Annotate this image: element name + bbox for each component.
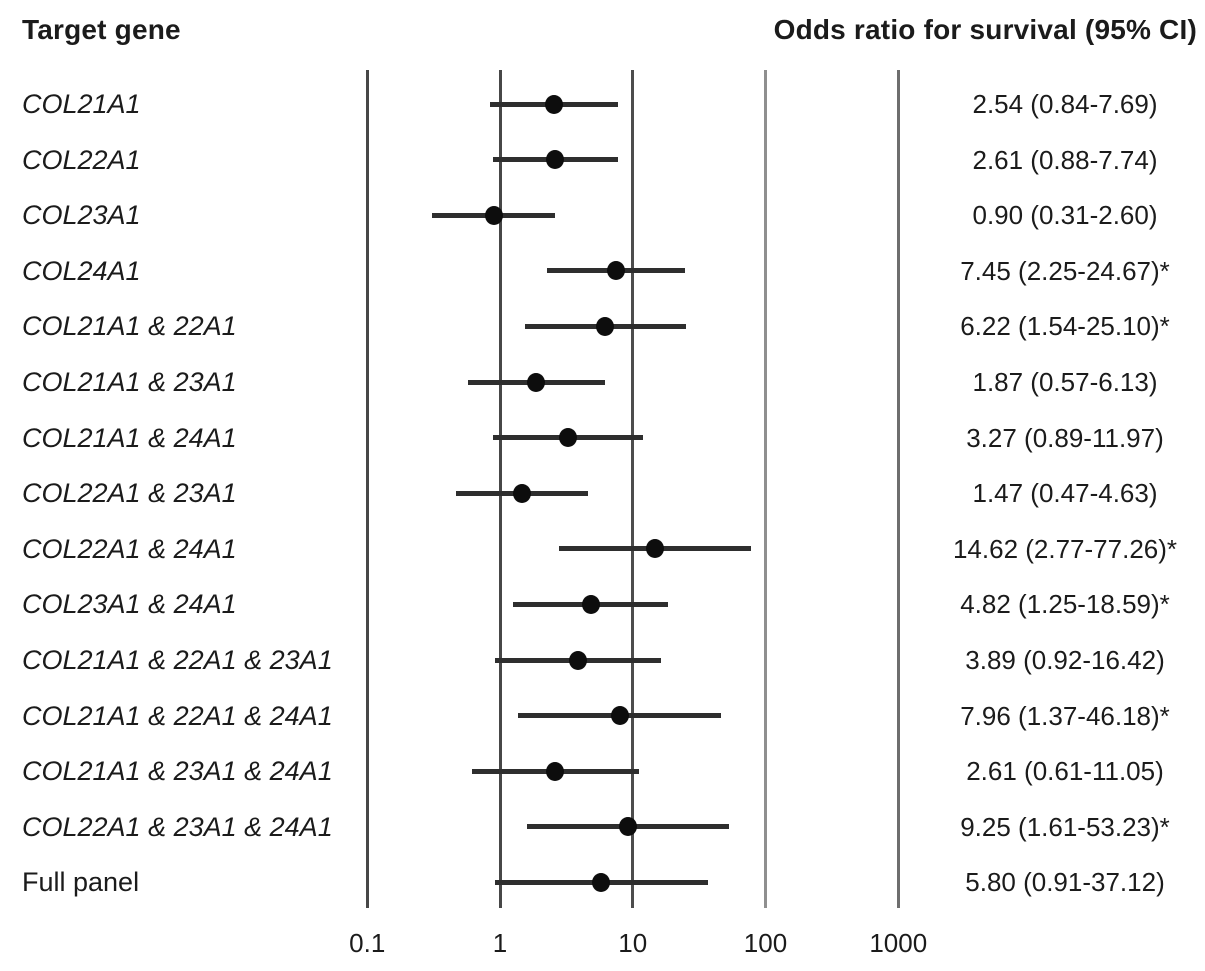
row-value-label: 0.90 (0.31-2.60) bbox=[972, 200, 1158, 231]
row-value-label: 2.54 (0.84-7.69) bbox=[972, 89, 1158, 119]
row-value-label: 5.80 (0.91-37.12) bbox=[965, 867, 1165, 898]
row-value-label: 9.25 (1.61-53.23)* bbox=[960, 811, 1170, 842]
or-dot bbox=[581, 594, 600, 614]
row-value-label: 6.22 (1.54-25.10)* bbox=[960, 311, 1170, 342]
or-dot bbox=[484, 205, 503, 225]
or-dot bbox=[645, 539, 664, 559]
or-dot bbox=[559, 428, 578, 448]
axis-tick-label: 0.1 bbox=[349, 928, 386, 958]
or-dot bbox=[513, 483, 532, 503]
column-header-target-gene: Target gene bbox=[22, 14, 181, 45]
gridline bbox=[896, 70, 900, 908]
row-gene-label: COL21A1 & 24A1 bbox=[22, 422, 237, 453]
row-value-label: 3.89 (0.92-16.42) bbox=[965, 645, 1165, 675]
or-dot bbox=[569, 650, 588, 670]
axis-tick-label: 1 bbox=[492, 928, 508, 958]
axis-tick-label: 1000 bbox=[869, 928, 928, 958]
column-header-odds-ratio: Odds ratio for survival (95% CI) bbox=[773, 14, 1197, 45]
or-dot bbox=[546, 761, 565, 781]
row-gene-label: Full panel bbox=[22, 867, 140, 898]
row-value-label: 14.62 (2.77-77.26)* bbox=[952, 533, 1178, 564]
row-gene-label: COL22A1 & 23A1 & 24A1 bbox=[22, 811, 333, 842]
row-gene-label: COL24A1 bbox=[22, 255, 141, 286]
row-gene-label: COL21A1 & 22A1 & 24A1 bbox=[22, 700, 333, 731]
row-gene-label: COL22A1 bbox=[22, 144, 141, 175]
row-value-label: 1.47 (0.47-4.63) bbox=[972, 478, 1158, 509]
or-dot bbox=[596, 316, 615, 336]
or-dot bbox=[546, 150, 565, 170]
row-gene-label: COL23A1 & 24A1 bbox=[22, 589, 237, 620]
row-gene-label: COL22A1 & 24A1 bbox=[22, 533, 237, 564]
row-gene-label: COL21A1 & 22A1 bbox=[22, 311, 237, 342]
row-gene-label: COL23A1 bbox=[22, 200, 141, 231]
row-value-label: 2.61 (0.88-7.74) bbox=[972, 144, 1158, 175]
row-gene-label: COL21A1 & 23A1 bbox=[22, 367, 237, 397]
row-value-label: 7.45 (2.25-24.67)* bbox=[960, 255, 1170, 286]
or-dot bbox=[544, 94, 563, 114]
gridline bbox=[764, 70, 767, 908]
axis-tick-label: 10 bbox=[618, 928, 648, 958]
or-dot bbox=[619, 817, 638, 837]
or-dot bbox=[527, 372, 546, 392]
row-gene-label: COL21A1 & 23A1 & 24A1 bbox=[22, 756, 333, 787]
or-dot bbox=[606, 261, 625, 281]
gridline bbox=[498, 70, 502, 908]
or-dot bbox=[610, 706, 629, 726]
row-value-label: 1.87 (0.57-6.13) bbox=[972, 367, 1158, 397]
axis-tick-label: 100 bbox=[743, 928, 788, 958]
or-dot bbox=[592, 872, 611, 892]
row-gene-label: COL21A1 & 22A1 & 23A1 bbox=[22, 645, 333, 675]
row-gene-label: COL22A1 & 23A1 bbox=[22, 478, 237, 509]
row-value-label: 3.27 (0.89-11.97) bbox=[966, 422, 1164, 453]
gridline bbox=[365, 70, 369, 908]
row-value-label: 2.61 (0.61-11.05) bbox=[966, 756, 1164, 787]
row-value-label: 4.82 (1.25-18.59)* bbox=[960, 589, 1170, 620]
gridline bbox=[631, 70, 635, 908]
row-value-label: 7.96 (1.37-46.18)* bbox=[960, 700, 1170, 731]
row-gene-label: COL21A1 bbox=[22, 89, 141, 119]
